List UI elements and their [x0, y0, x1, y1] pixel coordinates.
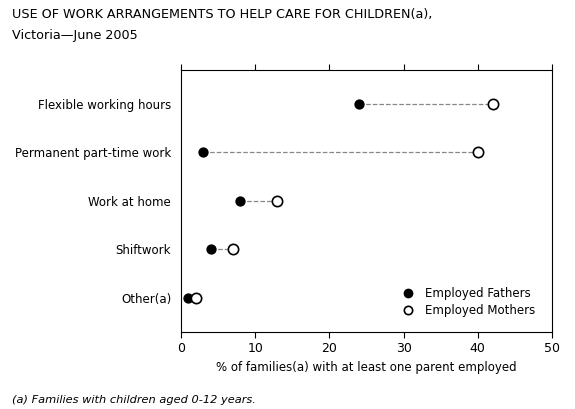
X-axis label: % of families(a) with at least one parent employed: % of families(a) with at least one paren… — [216, 361, 517, 373]
Point — [354, 100, 363, 107]
Point — [273, 197, 282, 204]
Point — [228, 246, 237, 252]
Point — [184, 294, 193, 301]
Text: (a) Families with children aged 0-12 years.: (a) Families with children aged 0-12 yea… — [12, 395, 255, 405]
Text: Victoria—June 2005: Victoria—June 2005 — [12, 29, 137, 42]
Point — [488, 100, 497, 107]
Point — [198, 149, 208, 155]
Point — [206, 246, 215, 252]
Point — [473, 149, 482, 155]
Point — [191, 294, 201, 301]
Text: USE OF WORK ARRANGEMENTS TO HELP CARE FOR CHILDREN(a),: USE OF WORK ARRANGEMENTS TO HELP CARE FO… — [12, 8, 432, 21]
Legend: Employed Fathers, Employed Mothers: Employed Fathers, Employed Mothers — [393, 284, 539, 320]
Point — [236, 197, 245, 204]
